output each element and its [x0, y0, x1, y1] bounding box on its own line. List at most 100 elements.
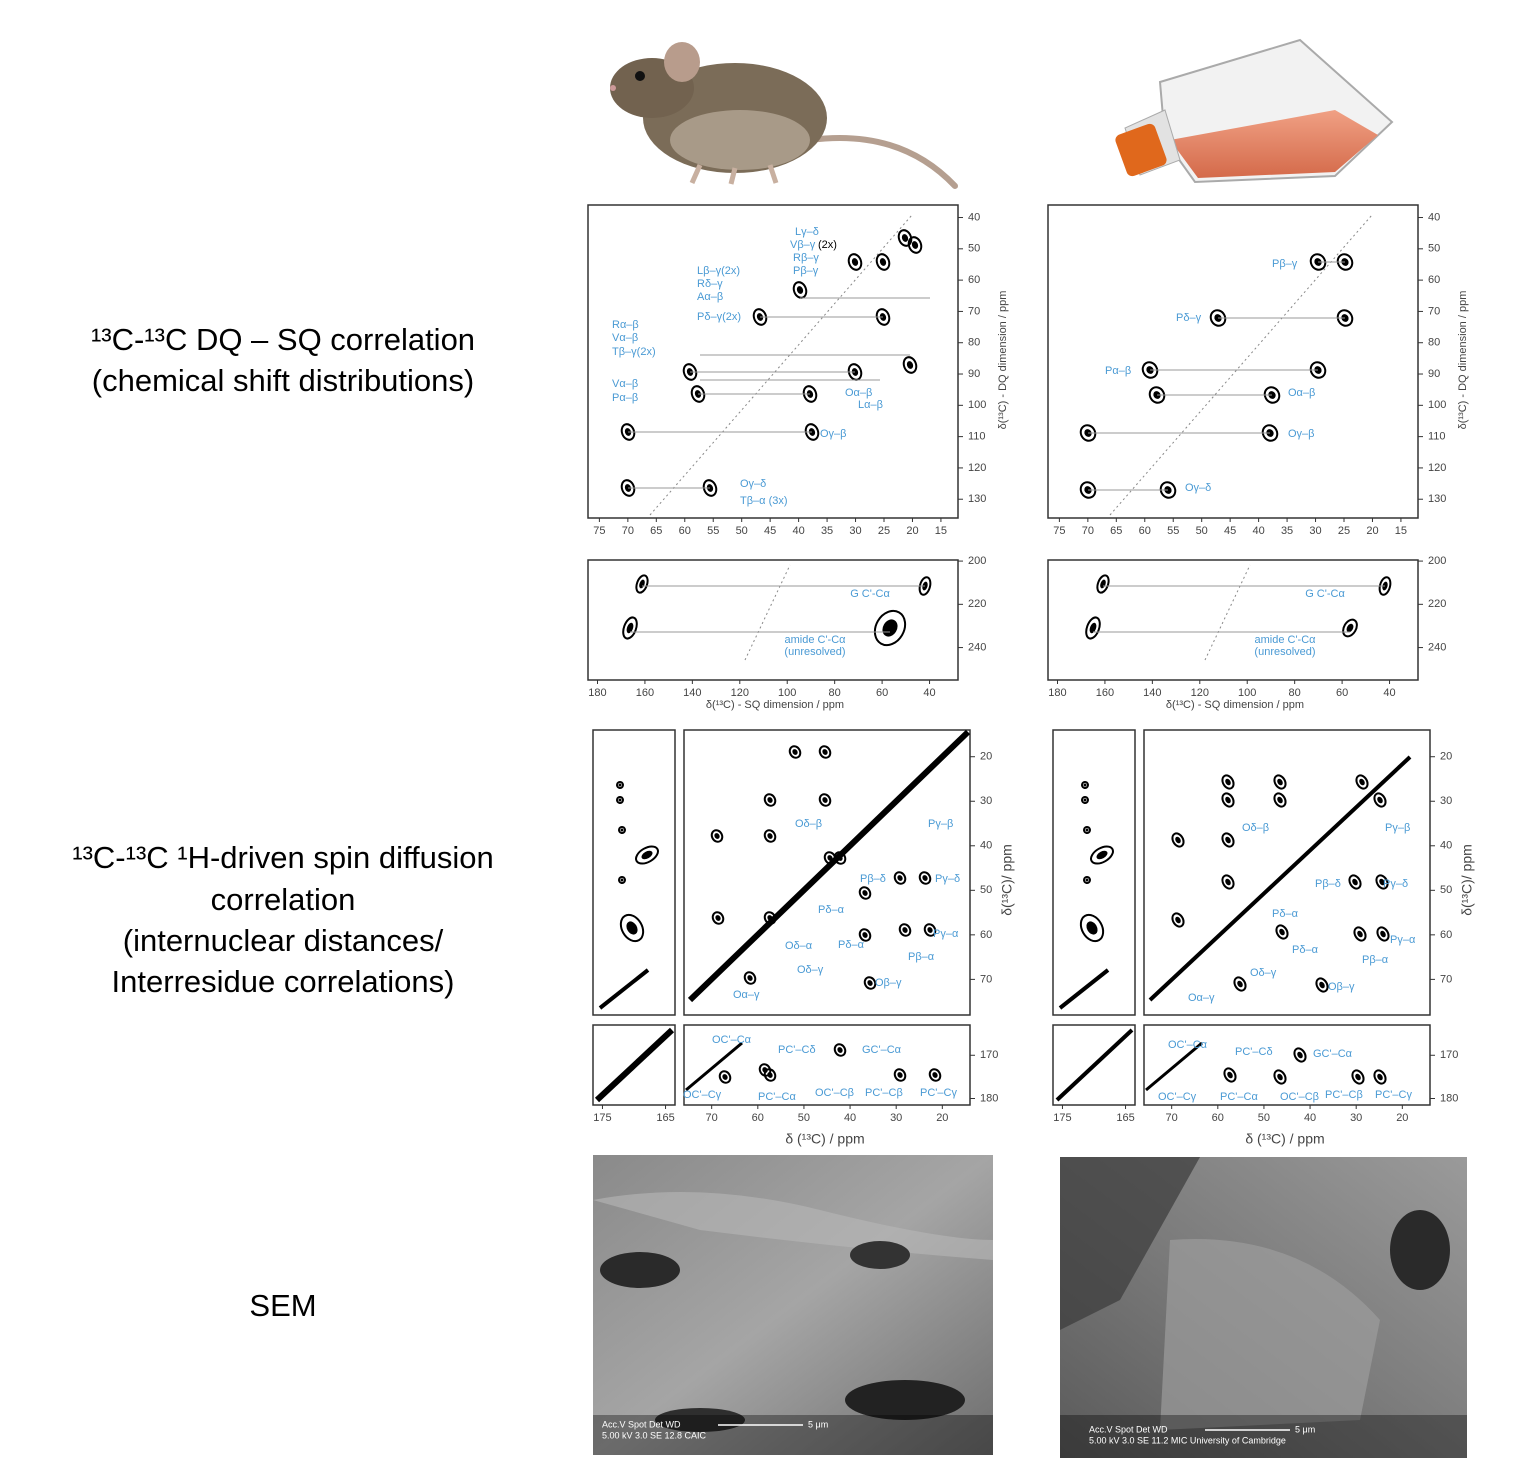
peak-contour: [1355, 1073, 1361, 1081]
x-tick-label: 15: [935, 525, 947, 537]
peak-contour: [620, 479, 636, 497]
peak-label: Oα–β: [1288, 387, 1315, 399]
x-tick-label: 100: [1238, 687, 1256, 699]
peak-contour: [743, 971, 757, 985]
peak-contour: [1277, 778, 1283, 786]
peak-contour: [858, 886, 872, 900]
x-tick-label: 40: [792, 525, 804, 537]
peak-contour: [833, 851, 847, 865]
y-tick-label: 20: [1440, 751, 1452, 763]
peak-contour: [1083, 826, 1091, 834]
peak-label: PC'–Cδ: [778, 1044, 816, 1056]
y-tick-label: 240: [1428, 641, 1446, 653]
peak-contour: [767, 833, 773, 839]
flask-photo: [1115, 38, 1394, 184]
y-tick-label: 180: [1440, 1092, 1458, 1104]
x-tick-label: 175: [1053, 1112, 1071, 1124]
peak-label: Lα–β: [858, 399, 883, 411]
y-tick-label: 50: [1428, 243, 1440, 255]
peak-contour: [1273, 792, 1287, 808]
peak-label: Vα–β: [612, 332, 638, 344]
peak-contour: [1225, 836, 1231, 844]
y-axis-title: δ(¹³C) - DQ dimension / ppm: [1457, 291, 1469, 430]
peak-contour: [1221, 874, 1235, 890]
peak-contour: [1085, 828, 1089, 832]
peak-label: OC'–Cγ: [683, 1089, 722, 1101]
y-tick-label: 100: [1428, 399, 1446, 411]
peak-contour: [1357, 930, 1363, 938]
peak-contour: [847, 253, 863, 271]
peak-label: Tβ–γ(2x): [612, 346, 656, 358]
y-tick-label: 70: [980, 973, 992, 985]
peak-contour: [752, 308, 768, 326]
peak-label: OC'–Cβ: [815, 1087, 854, 1099]
peak-contour: [1089, 622, 1097, 634]
peak-contour: [1237, 980, 1243, 988]
peak-contour: [851, 258, 859, 266]
peak-label: (unresolved): [1254, 646, 1315, 658]
y-tick-label: 90: [968, 368, 980, 380]
x-tick-label: 20: [1366, 525, 1378, 537]
peak-label: Pγ–β: [928, 818, 953, 830]
peak-contour: [893, 871, 907, 885]
x-tick-label: 80: [829, 687, 841, 699]
peak-contour: [1380, 930, 1386, 938]
panel-frame: [683, 1024, 971, 1106]
x-tick-label: 75: [1053, 525, 1065, 537]
y-tick-label: 90: [1428, 368, 1440, 380]
y-tick-label: 80: [968, 337, 980, 349]
y-tick-label: 60: [1440, 929, 1452, 941]
peak-contour: [875, 253, 891, 271]
peak-label: Pγ–δ: [935, 873, 960, 885]
peak-label: G C'-Cα: [850, 588, 890, 600]
peak-contour: [792, 749, 798, 755]
peak-contour: [906, 361, 914, 369]
peak-label: Pδ–α: [1292, 944, 1319, 956]
y-tick-label: 50: [1440, 884, 1452, 896]
peak-contour: [1375, 874, 1389, 890]
peak-contour: [928, 1068, 942, 1082]
x-tick-label: 60: [1336, 687, 1348, 699]
x-tick-label: 35: [821, 525, 833, 537]
peak-label: Oγ–δ: [740, 478, 766, 490]
peak-label: Lγ–δ: [795, 226, 819, 238]
peak-contour: [622, 616, 638, 640]
peak-label: OC'–Cγ: [1158, 1091, 1197, 1103]
peak-contour: [1083, 783, 1087, 787]
x-tick-label: 20: [1396, 1112, 1408, 1124]
peak-contour: [875, 308, 891, 326]
peak-contour: [879, 258, 887, 266]
x-tick-label: 45: [764, 525, 776, 537]
peak-contour: [1336, 253, 1354, 271]
x-tick-label: 60: [876, 687, 888, 699]
y-tick-label: 240: [968, 641, 986, 653]
peak-contour: [833, 1043, 847, 1057]
peak-contour: [918, 871, 932, 885]
peak-label: Rδ–γ: [697, 278, 723, 290]
peak-contour: [1085, 878, 1089, 882]
x-tick-label: 75: [593, 525, 605, 537]
x-tick-label: 40: [1383, 687, 1395, 699]
peak-label: Pα–β: [612, 392, 638, 404]
x-tick-label: 40: [1304, 1112, 1316, 1124]
peak-contour: [1225, 878, 1231, 886]
peak-label: Pδ–γ(2x): [697, 311, 741, 323]
y-tick-label: 40: [980, 840, 992, 852]
peak-contour: [893, 1068, 907, 1082]
diagonal-peaks: [1058, 968, 1110, 1010]
peak-contour: [616, 781, 624, 789]
peak-label: Pβ–γ: [793, 265, 819, 277]
peak-contour: [722, 1074, 728, 1080]
y-tick-label: 110: [1428, 431, 1446, 443]
x-tick-label: 40: [844, 1112, 856, 1124]
sem-info: 5.00 kV 3.0 SE 11.2 MIC University of Ca…: [1089, 1435, 1286, 1445]
peak-contour: [1353, 926, 1367, 942]
peak-label: Rβ–γ: [793, 252, 819, 264]
peak-contour: [922, 875, 928, 881]
y-tick-label: 40: [1440, 840, 1452, 852]
x-tick-label: 70: [622, 525, 634, 537]
peak-label: OC'–Cβ: [1280, 1091, 1319, 1103]
x-axis-title: δ(¹³C) - SQ dimension / ppm: [706, 699, 844, 711]
peak-contour: [1221, 792, 1235, 808]
peak-contour: [923, 923, 937, 937]
